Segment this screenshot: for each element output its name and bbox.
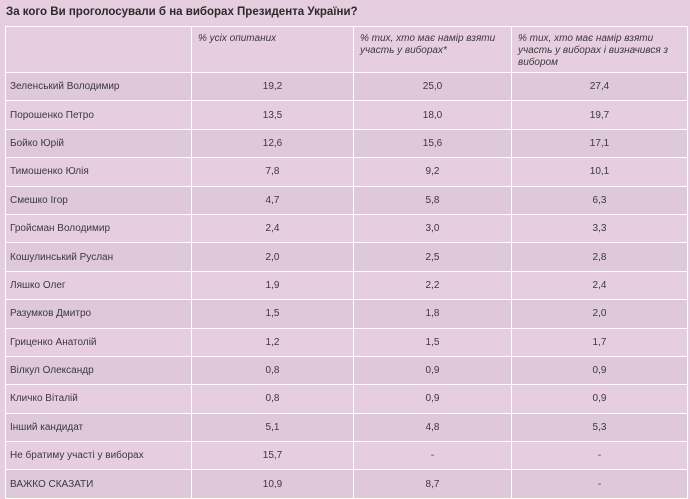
candidate-name: Не братиму участі у виборах [5,441,192,471]
header-all-respondents: % усіх опитаних [191,26,354,73]
value-decided: 2,8 [511,242,688,272]
candidate-name: Гриценко Анатолій [5,327,192,357]
value-all: 10,9 [191,469,354,499]
candidate-name: Зеленський Володимир [5,71,192,102]
table-row: Гройсман Володимир 2,4 3,0 3,3 [5,213,688,244]
value-all: 4,7 [191,185,354,215]
value-all: 2,0 [191,242,354,272]
table-row: Зеленський Володимир 19,2 25,0 27,4 [5,71,688,102]
value-all: 7,8 [191,157,354,187]
table-row: Кошулинський Руслан 2,0 2,5 2,8 [5,242,688,272]
table-row: Ляшко Олег 1,9 2,2 2,4 [5,270,688,301]
table-row: Тимошенко Юлія 7,8 9,2 10,1 [5,157,688,187]
value-voters: 15,6 [353,128,512,159]
value-all: 1,5 [191,299,354,329]
candidate-name: Разумков Дмитро [5,299,192,329]
value-decided: - [511,441,688,471]
candidate-name: Ляшко Олег [5,270,192,301]
value-decided: 27,4 [511,71,688,102]
value-decided: 1,7 [511,327,688,357]
candidate-name: Смешко Ігор [5,185,192,215]
value-decided: 3,3 [511,213,688,244]
header-candidate [5,26,192,73]
value-decided: 0,9 [511,384,688,414]
candidate-name: Гройсман Володимир [5,213,192,244]
value-voters: 0,9 [353,355,512,386]
table-body: Зеленський Володимир 19,2 25,0 27,4 Порошенк… [5,71,688,499]
table-row: Не братиму участі у виборах 15,7- - [5,441,688,471]
value-all: 12,6 [191,128,354,159]
value-voters: - [353,441,512,471]
candidate-name: Вілкул Олександр [5,355,192,386]
value-all: 15,7 [191,441,354,471]
value-all: 0,8 [191,355,354,386]
table-row: Смешко Ігор 4,7 5,8 6,3 [5,185,688,215]
header-intend-to-vote: % тих, хто має намір взяти участь у вибо… [353,26,512,73]
table-row: Порошенко Петро 13,5 18,0 19,7 [5,100,688,130]
value-voters: 9,2 [353,157,512,187]
table-row: Гриценко Анатолій 1,2 1,5 1,7 [5,327,688,357]
value-decided: 2,4 [511,270,688,301]
value-all: 2,4 [191,213,354,244]
value-voters: 18,0 [353,100,512,130]
value-decided: 5,3 [511,412,688,443]
value-decided: 19,7 [511,100,688,130]
table-row: Інший кандидат 5,1 4,8 5,3 [5,412,688,443]
value-decided: 2,0 [511,299,688,329]
table-row: Кличко Віталій 0,8 0,9 0,9 [5,384,688,414]
results-table: % усіх опитаних % тих, хто має намір взя… [5,26,688,499]
value-all: 13,5 [191,100,354,130]
value-all: 1,2 [191,327,354,357]
table-title: За кого Ви проголосували б на виборах Пр… [6,6,358,18]
value-all: 0,8 [191,384,354,414]
value-voters: 2,2 [353,270,512,301]
value-decided: 0,9 [511,355,688,386]
value-decided: 10,1 [511,157,688,187]
table-row: Бойко Юрій 12,6 15,6 17,1 [5,128,688,159]
candidate-name: Інший кандидат [5,412,192,443]
value-decided: 6,3 [511,185,688,215]
value-voters: 8,7 [353,469,512,499]
table-header-row: % усіх опитаних % тих, хто має намір взя… [5,26,688,73]
value-voters: 2,5 [353,242,512,272]
value-decided: - [511,469,688,499]
candidate-name: ВАЖКО СКАЗАТИ [5,469,192,499]
value-voters: 1,8 [353,299,512,329]
table-row: Разумков Дмитро 1,5 1,8 2,0 [5,299,688,329]
candidate-name: Порошенко Петро [5,100,192,130]
value-voters: 1,5 [353,327,512,357]
value-decided: 17,1 [511,128,688,159]
header-decided-voters: % тих, хто має намір взяти участь у вибо… [511,26,688,73]
table-row: ВАЖКО СКАЗАТИ 10,9 8,7- [5,469,688,499]
value-voters: 25,0 [353,71,512,102]
candidate-name: Кличко Віталій [5,384,192,414]
table-row: Вілкул Олександр 0,8 0,9 0,9 [5,355,688,386]
candidate-name: Кошулинський Руслан [5,242,192,272]
value-all: 5,1 [191,412,354,443]
candidate-name: Тимошенко Юлія [5,157,192,187]
value-all: 1,9 [191,270,354,301]
value-all: 19,2 [191,71,354,102]
value-voters: 4,8 [353,412,512,443]
candidate-name: Бойко Юрій [5,128,192,159]
value-voters: 5,8 [353,185,512,215]
value-voters: 0,9 [353,384,512,414]
value-voters: 3,0 [353,213,512,244]
